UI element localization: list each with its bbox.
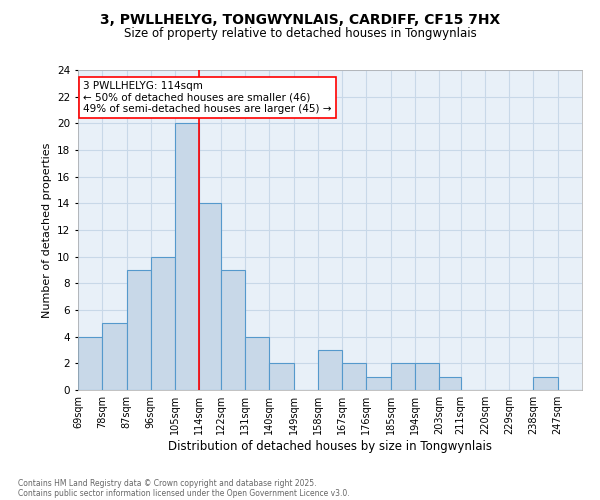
Bar — [269, 364, 293, 390]
Bar — [439, 376, 461, 390]
Text: Contains HM Land Registry data © Crown copyright and database right 2025.: Contains HM Land Registry data © Crown c… — [18, 478, 317, 488]
Bar — [175, 124, 199, 390]
Bar — [533, 376, 558, 390]
Bar — [151, 256, 175, 390]
Bar — [415, 364, 439, 390]
Bar — [221, 270, 245, 390]
Bar — [367, 376, 391, 390]
Bar — [127, 270, 151, 390]
Text: Size of property relative to detached houses in Tongwynlais: Size of property relative to detached ho… — [124, 28, 476, 40]
Text: Contains public sector information licensed under the Open Government Licence v3: Contains public sector information licen… — [18, 488, 350, 498]
Bar — [342, 364, 367, 390]
Bar — [245, 336, 269, 390]
Bar — [78, 336, 102, 390]
Bar — [199, 204, 221, 390]
Text: 3 PWLLHELYG: 114sqm
← 50% of detached houses are smaller (46)
49% of semi-detach: 3 PWLLHELYG: 114sqm ← 50% of detached ho… — [83, 80, 332, 114]
Bar — [318, 350, 342, 390]
Bar — [102, 324, 127, 390]
Bar — [391, 364, 415, 390]
Text: 3, PWLLHELYG, TONGWYNLAIS, CARDIFF, CF15 7HX: 3, PWLLHELYG, TONGWYNLAIS, CARDIFF, CF15… — [100, 12, 500, 26]
Y-axis label: Number of detached properties: Number of detached properties — [41, 142, 52, 318]
X-axis label: Distribution of detached houses by size in Tongwynlais: Distribution of detached houses by size … — [168, 440, 492, 453]
